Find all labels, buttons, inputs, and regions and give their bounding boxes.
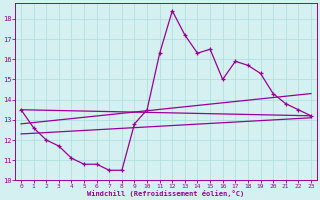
X-axis label: Windchill (Refroidissement éolien,°C): Windchill (Refroidissement éolien,°C) — [87, 190, 244, 197]
